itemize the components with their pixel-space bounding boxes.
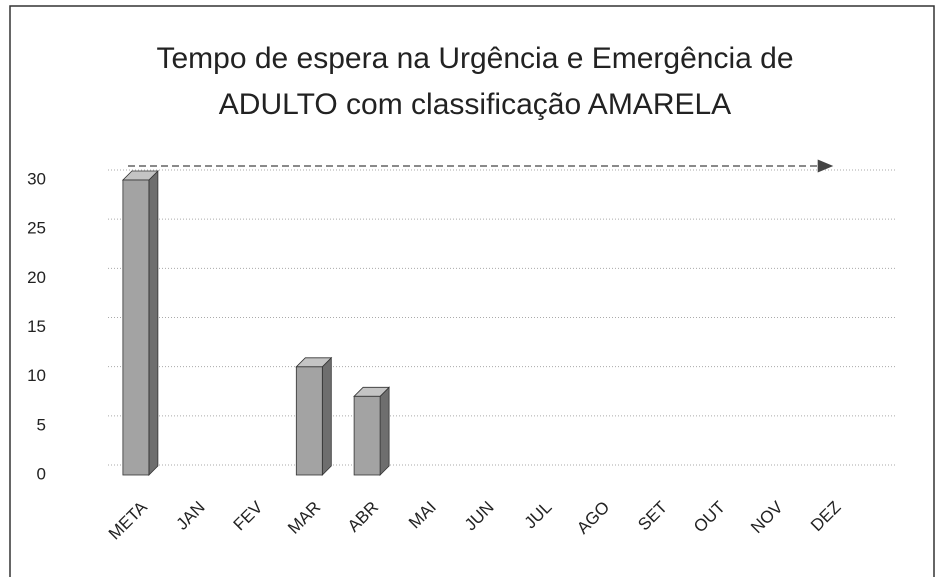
bar (295, 366, 323, 476)
x-tick-label: JUN (461, 498, 498, 535)
x-tick-label: ABR (344, 498, 382, 536)
frame (9, 5, 935, 577)
x-tick-label: META (105, 497, 151, 543)
bar-side (148, 170, 159, 476)
bar-side (321, 356, 332, 476)
y-tick-label: 0 (37, 464, 46, 483)
y-tick-label: 30 (27, 169, 46, 188)
chart-title: Tempo de espera na Urgência e Emergência… (156, 42, 794, 121)
bar-side (379, 386, 390, 476)
x-tick-label: AGO (573, 498, 613, 538)
y-tick-label: 25 (27, 219, 46, 238)
bar (122, 179, 150, 476)
y-tick-label: 10 (27, 366, 46, 385)
y-tick-label: 20 (27, 268, 46, 287)
y-tick-label: 5 (37, 415, 46, 434)
x-tick-label: JAN (173, 498, 209, 534)
x-tick-label: JUL (521, 498, 556, 533)
x-tick-label: FEV (230, 497, 267, 534)
x-tick-label: MAI (405, 498, 440, 533)
x-tick-label: DEZ (807, 498, 844, 535)
x-tick-label: NOV (747, 497, 787, 537)
x-tick-label: MAR (284, 498, 324, 538)
x-tick-label: OUT (690, 498, 729, 537)
y-tick-label: 15 (27, 317, 46, 336)
x-tick-label: SET (634, 498, 671, 535)
bar (353, 395, 381, 476)
